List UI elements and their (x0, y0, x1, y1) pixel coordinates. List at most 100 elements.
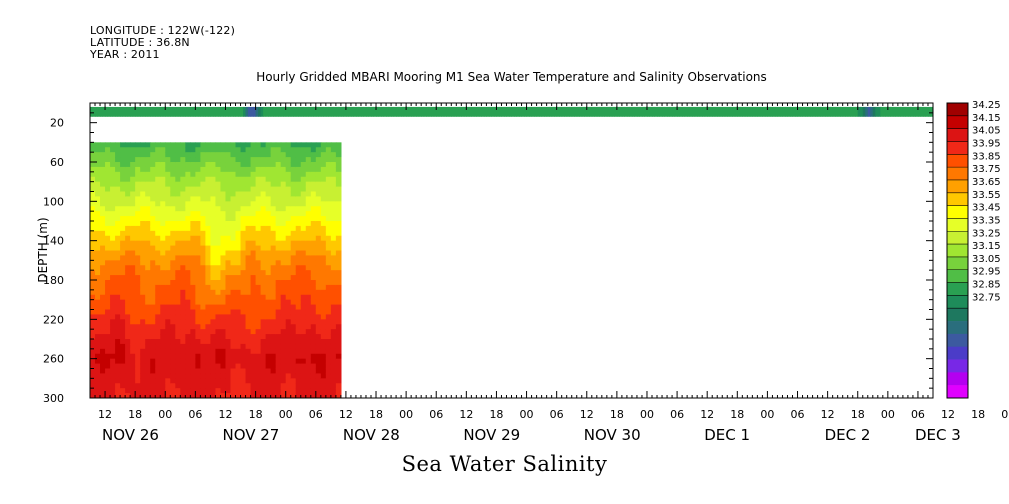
profile-cell (315, 152, 322, 158)
profile-cell (260, 255, 267, 261)
profile-cell (310, 358, 317, 365)
colorbar-swatch (947, 205, 968, 219)
surface-cell (423, 106, 427, 117)
profile-cell (185, 166, 191, 173)
profile-cell (240, 299, 247, 306)
profile-cell (160, 216, 166, 222)
profile-cell (115, 201, 121, 207)
profile-cell (140, 147, 146, 153)
profile-cell (105, 388, 111, 394)
x-hour-label: 12 (700, 408, 714, 421)
colorbar-label: 32.75 (972, 292, 1001, 303)
profile-cell (180, 309, 186, 316)
profile-cell (315, 319, 322, 325)
profile-cell (295, 216, 302, 222)
colorbar-swatch (947, 103, 968, 117)
surface-cell (769, 106, 773, 117)
profile-cell (145, 388, 151, 394)
profile-cell (280, 216, 287, 222)
profile-cell (270, 216, 277, 222)
profile-cell (325, 240, 332, 247)
profile-cell (145, 373, 151, 379)
profile-cell (290, 368, 297, 375)
profile-cell (160, 353, 166, 360)
profile-cell (105, 373, 111, 379)
profile-cell (315, 181, 322, 188)
surface-cell (514, 106, 518, 117)
profile-cell (260, 304, 267, 311)
surface-cell (403, 106, 407, 117)
profile-cell (120, 343, 126, 350)
profile-cell (145, 275, 151, 281)
profile-cell (190, 211, 196, 217)
surface-cell (320, 106, 324, 117)
colorbar-swatch (947, 256, 968, 271)
surface-cell (820, 106, 824, 117)
profile-cell (255, 235, 262, 242)
profile-cell (265, 299, 272, 306)
profile-cell (330, 196, 337, 202)
profile-cell (220, 309, 227, 316)
profile-cell (110, 260, 116, 266)
profile-cell (225, 181, 232, 188)
profile-cell (315, 270, 322, 276)
profile-cell (165, 221, 171, 227)
profile-cell (190, 225, 196, 232)
profile-cell (290, 196, 297, 202)
profile-cell (330, 216, 337, 222)
profile-cell (230, 383, 237, 389)
profile-cell (130, 211, 136, 217)
profile-cell (250, 358, 257, 365)
profile-cell (240, 393, 247, 398)
profile-cell (310, 348, 317, 355)
profile-cell (315, 221, 322, 227)
profile-cell (260, 393, 267, 398)
profile-cell (245, 373, 252, 379)
profile-cell (290, 280, 297, 286)
profile-cell (335, 176, 342, 183)
surface-cell (107, 106, 111, 117)
surface-cell (416, 106, 420, 117)
surface-cell (704, 106, 708, 117)
profile-cell (170, 280, 176, 286)
surface-cell (345, 106, 349, 117)
profile-cell (295, 176, 302, 183)
profile-cell (250, 176, 257, 183)
profile-cell (245, 280, 252, 286)
x-hour-label: 00 (520, 408, 534, 421)
profile-cell (200, 265, 207, 271)
profile-cell (195, 348, 201, 355)
profile-cell (115, 206, 121, 212)
profile-cell (100, 235, 106, 242)
surface-cell (581, 106, 585, 117)
profile-cell (125, 284, 131, 291)
profile-cell (100, 196, 106, 202)
profile-cell (280, 201, 287, 207)
profile-cell (160, 255, 166, 261)
profile-cell (115, 378, 121, 384)
surface-cell (787, 106, 791, 117)
profile-cell (290, 270, 297, 276)
profile-cell (130, 245, 136, 252)
profile-cell (335, 299, 342, 306)
profile-cell (220, 373, 227, 379)
profile-cell (215, 280, 222, 286)
profile-cell (175, 358, 181, 365)
surface-cell (536, 106, 540, 117)
profile-cell (335, 216, 342, 222)
profile-cell (265, 245, 272, 252)
profile-cell (230, 334, 237, 340)
profile-cell (250, 162, 257, 168)
profile-cell (115, 265, 121, 271)
profile-cell (245, 343, 252, 350)
profile-cell (220, 368, 227, 375)
profile-cell (170, 240, 176, 247)
profile-cell (265, 221, 272, 227)
profile-cell (295, 181, 302, 188)
profile-cell (175, 334, 181, 340)
profile-cell (310, 230, 317, 237)
colorbar-label: 33.35 (972, 215, 1001, 226)
profile-cell (325, 373, 332, 379)
profile-cell (95, 378, 101, 384)
profile-cell (220, 162, 227, 168)
